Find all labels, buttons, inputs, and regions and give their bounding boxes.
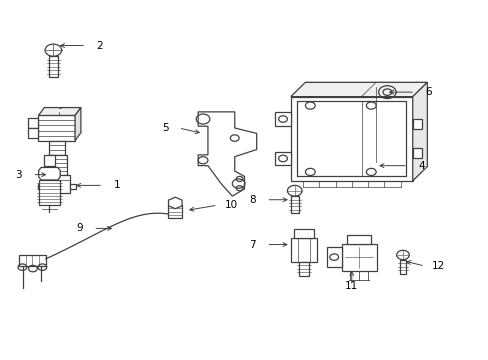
Polygon shape bbox=[28, 118, 39, 128]
Text: 11: 11 bbox=[345, 281, 358, 291]
Text: 3: 3 bbox=[16, 170, 22, 180]
Polygon shape bbox=[49, 56, 58, 77]
Polygon shape bbox=[168, 197, 182, 209]
Text: 2: 2 bbox=[96, 41, 103, 50]
Text: 8: 8 bbox=[249, 195, 256, 205]
Polygon shape bbox=[75, 108, 81, 140]
Polygon shape bbox=[412, 148, 421, 158]
Text: 7: 7 bbox=[249, 239, 256, 249]
Polygon shape bbox=[43, 155, 55, 166]
Polygon shape bbox=[298, 262, 309, 276]
Polygon shape bbox=[70, 184, 76, 189]
Polygon shape bbox=[39, 108, 81, 116]
Polygon shape bbox=[28, 128, 39, 138]
Polygon shape bbox=[43, 175, 70, 193]
Polygon shape bbox=[290, 196, 298, 213]
Text: 1: 1 bbox=[113, 180, 120, 190]
Text: 4: 4 bbox=[417, 161, 424, 171]
Polygon shape bbox=[38, 184, 43, 189]
Polygon shape bbox=[412, 82, 427, 181]
Polygon shape bbox=[294, 229, 313, 238]
Polygon shape bbox=[412, 120, 421, 130]
Polygon shape bbox=[275, 152, 290, 165]
Polygon shape bbox=[290, 96, 412, 181]
Text: 9: 9 bbox=[76, 224, 83, 233]
Polygon shape bbox=[198, 112, 256, 196]
Polygon shape bbox=[46, 155, 67, 175]
Polygon shape bbox=[326, 247, 341, 267]
Text: 6: 6 bbox=[425, 87, 431, 97]
Polygon shape bbox=[39, 167, 60, 180]
Polygon shape bbox=[341, 244, 376, 271]
Text: 10: 10 bbox=[224, 200, 237, 210]
Polygon shape bbox=[168, 205, 182, 219]
Polygon shape bbox=[19, 255, 46, 266]
Polygon shape bbox=[39, 116, 75, 140]
Polygon shape bbox=[399, 260, 406, 274]
Text: 12: 12 bbox=[431, 261, 444, 271]
Polygon shape bbox=[290, 82, 427, 96]
Polygon shape bbox=[49, 140, 64, 155]
Polygon shape bbox=[290, 238, 317, 262]
Polygon shape bbox=[275, 112, 290, 126]
Polygon shape bbox=[39, 180, 60, 205]
Polygon shape bbox=[346, 235, 370, 244]
Text: 5: 5 bbox=[162, 123, 168, 133]
